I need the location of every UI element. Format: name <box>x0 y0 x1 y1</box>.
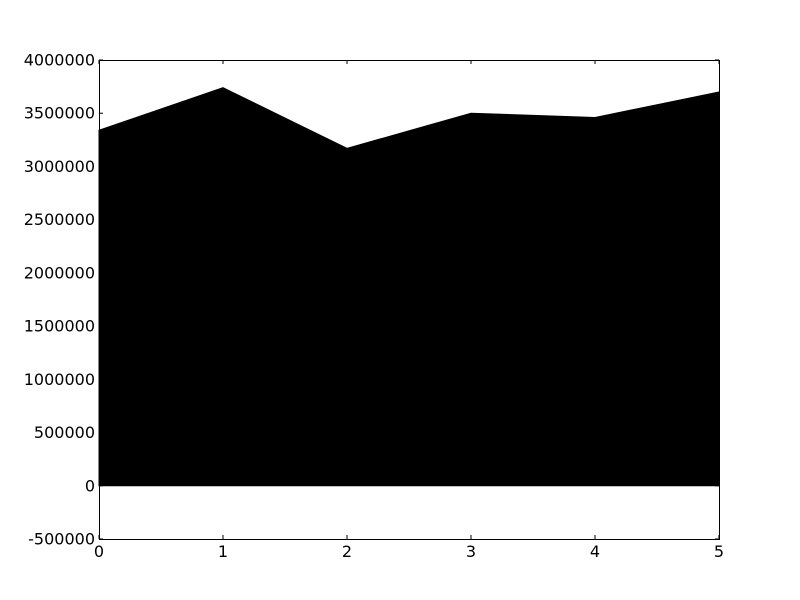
plot-area <box>98 87 720 487</box>
y-tick-label-1: 0 <box>85 476 95 495</box>
y-tick-label-8: 3500000 <box>24 104 95 123</box>
axes-frame <box>99 60 720 540</box>
y-axis: -500000 0 500000 1000000 1500000 2000000 25000… <box>24 51 719 549</box>
y-tick-label-5: 2000000 <box>24 263 95 282</box>
x-tick-label-0: 0 <box>94 542 104 561</box>
y-tick-label-9: 4000000 <box>24 51 95 70</box>
y-tick-label-7: 3000000 <box>24 157 95 176</box>
y-tick-label-3: 1000000 <box>24 370 95 389</box>
x-tick-label-2: 2 <box>342 542 352 561</box>
x-tick-label-3: 3 <box>466 542 476 561</box>
x-tick-label-4: 4 <box>590 542 600 561</box>
y-tick-label-0: -500000 <box>28 530 95 549</box>
y-tick-label-4: 1500000 <box>24 317 95 336</box>
series-area <box>98 87 720 487</box>
y-tick-label-6: 2500000 <box>24 210 95 229</box>
x-tick-label-5: 5 <box>714 542 724 561</box>
x-tick-label-1: 1 <box>218 542 228 561</box>
y-tick-label-2: 500000 <box>34 423 95 442</box>
